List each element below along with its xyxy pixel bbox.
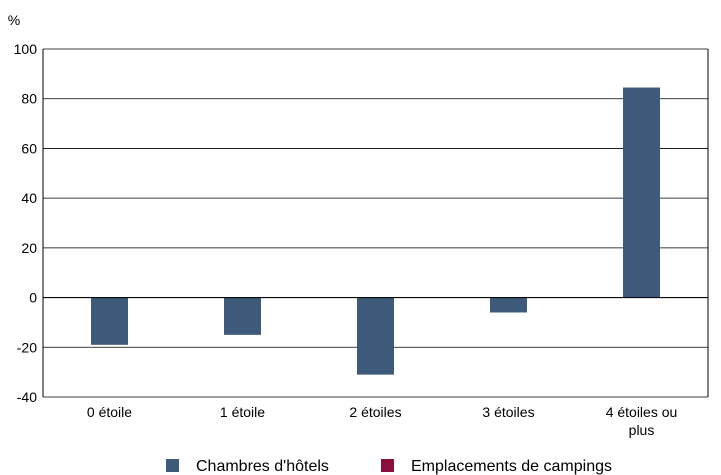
y-tick-label: 100 — [14, 41, 38, 57]
legend-item: Chambres d'hôtels — [166, 458, 329, 475]
x-tick-label: 1 étoile — [220, 404, 265, 420]
y-tick-label: -40 — [17, 389, 37, 405]
bar — [357, 297, 394, 375]
bars — [91, 87, 660, 375]
y-tick-label: 20 — [21, 240, 37, 256]
legend-label: Emplacements de campings — [411, 458, 612, 475]
legend-item: Emplacements de campings — [381, 458, 612, 475]
bar — [490, 297, 527, 313]
x-tick-label: 4 étoiles ou plus — [606, 404, 678, 438]
y-axis-tick-labels: -40 -20 0 20 40 60 80 100 — [14, 41, 38, 405]
x-tick-label: 0 étoile — [87, 404, 132, 420]
legend-label: Chambres d'hôtels — [196, 458, 329, 475]
legend: Chambres d'hôtels Emplacements de camping… — [166, 458, 612, 475]
y-tick-label: 0 — [29, 290, 37, 306]
y-tick-label: 80 — [21, 91, 37, 107]
bar — [623, 87, 660, 298]
y-tick-label: -20 — [17, 339, 37, 355]
bar — [91, 297, 128, 345]
x-tick-label: 2 étoiles — [349, 404, 401, 420]
y-tick-label: 40 — [21, 190, 37, 206]
bar — [224, 297, 261, 335]
y-tick-label: 60 — [21, 140, 37, 156]
legend-swatch — [381, 459, 394, 472]
legend-swatch — [166, 459, 179, 472]
y-axis-unit-label: % — [8, 12, 20, 28]
x-tick-label: 3 étoiles — [482, 404, 534, 420]
x-axis-tick-labels: 0 étoile 1 étoile 2 étoiles 3 étoiles 4 étoi… — [87, 404, 677, 438]
